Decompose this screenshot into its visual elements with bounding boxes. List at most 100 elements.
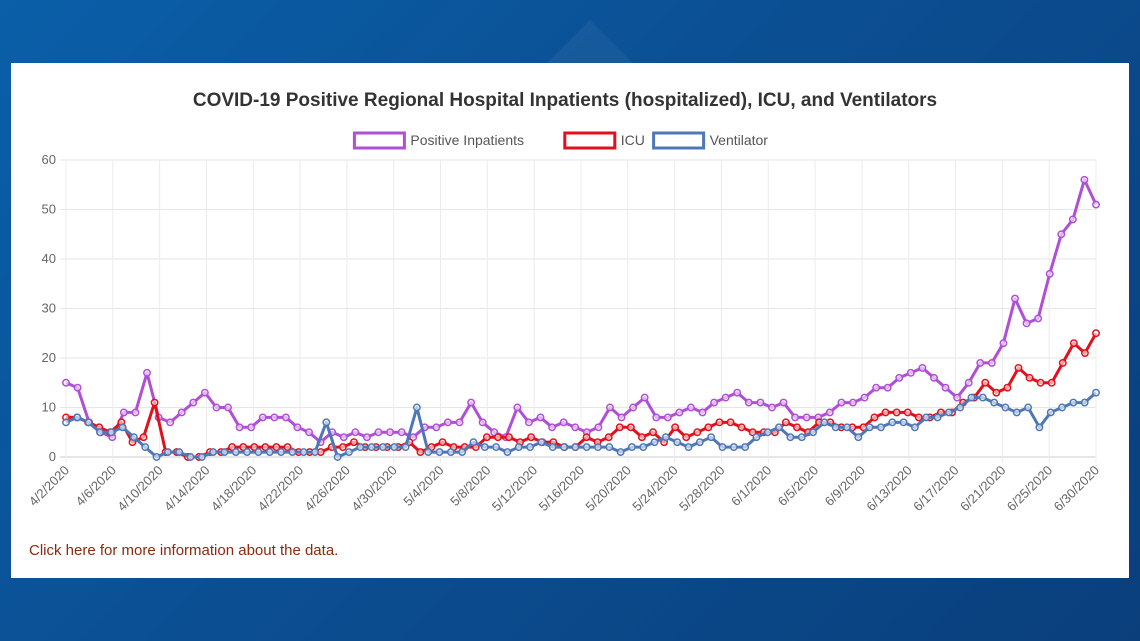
data-point <box>594 423 603 432</box>
data-point <box>367 443 376 452</box>
data-point <box>684 443 693 452</box>
x-tick-label: 6/25/2020 <box>1004 463 1056 515</box>
data-point <box>629 403 638 412</box>
data-point <box>197 453 206 461</box>
data-point <box>212 403 221 412</box>
data-point <box>831 423 840 432</box>
x-tick-label: 5/4/2020 <box>400 463 446 509</box>
data-point <box>763 428 772 437</box>
data-point <box>536 413 545 422</box>
x-tick-label: 5/20/2020 <box>582 463 634 515</box>
y-tick-label: 10 <box>42 400 56 415</box>
data-point <box>493 433 502 442</box>
data-point <box>416 448 425 456</box>
data-point <box>715 418 724 427</box>
data-point <box>152 453 161 461</box>
data-point <box>698 408 707 417</box>
data-point <box>605 443 614 452</box>
data-point <box>438 438 447 447</box>
data-point <box>401 443 410 452</box>
data-point <box>1092 388 1100 397</box>
data-point <box>386 428 394 437</box>
data-point <box>860 393 869 402</box>
data-point <box>338 443 347 452</box>
data-point <box>220 448 229 456</box>
data-point <box>872 383 881 392</box>
data-point <box>177 408 186 417</box>
data-point <box>186 453 195 461</box>
legend-item-positive-inpatients: Positive Inpatients <box>352 131 524 150</box>
data-point <box>1092 329 1100 338</box>
data-point <box>261 443 270 452</box>
series-positive-inpatients <box>62 175 1100 447</box>
x-tick-label: 6/9/2020 <box>822 463 868 509</box>
data-point <box>640 393 649 402</box>
x-tick-label: 4/22/2020 <box>255 463 307 515</box>
data-point <box>322 418 331 427</box>
data-point <box>200 388 209 397</box>
x-tick-label: 4/26/2020 <box>302 463 354 515</box>
data-point <box>118 423 127 432</box>
data-point <box>107 428 116 437</box>
data-point <box>1036 378 1045 387</box>
data-point <box>247 423 256 432</box>
data-point <box>718 443 727 452</box>
series-ventilator <box>62 388 1100 461</box>
data-point <box>62 378 70 387</box>
data-point <box>797 433 806 442</box>
data-point <box>311 448 319 456</box>
data-point <box>1022 319 1031 328</box>
data-point <box>854 433 863 442</box>
data-point <box>490 428 499 437</box>
data-point <box>870 413 879 422</box>
data-point <box>333 453 342 461</box>
more-info-link[interactable]: Click here for more information about th… <box>29 542 339 559</box>
legend-label: Positive Inpatients <box>410 132 524 148</box>
data-point <box>1001 403 1010 412</box>
data-point <box>356 443 365 452</box>
data-point <box>1069 339 1078 348</box>
data-point <box>478 418 487 427</box>
data-point <box>175 448 184 456</box>
data-point <box>84 418 93 427</box>
series-layer <box>62 175 1100 461</box>
data-point <box>527 433 536 442</box>
data-point <box>443 418 452 427</box>
data-point <box>250 443 259 452</box>
data-point <box>682 433 691 442</box>
data-point <box>726 418 735 427</box>
data-point <box>582 433 591 442</box>
legend-item-icu: ICU <box>563 131 645 150</box>
data-point <box>571 423 580 432</box>
data-point <box>293 423 302 432</box>
data-point <box>1057 230 1066 239</box>
data-point <box>639 443 648 452</box>
data-point <box>888 418 897 427</box>
y-tick-label: 0 <box>49 449 56 464</box>
data-point <box>272 443 281 452</box>
data-point <box>941 383 950 392</box>
x-axis: 4/2/2020 4/6/20204/10/20204/14/20204/18/2… <box>26 463 1102 515</box>
data-point <box>559 418 568 427</box>
x-tick-label: 6/5/2020 <box>775 463 821 509</box>
x-tick-label: 6/13/2020 <box>863 463 915 515</box>
data-point <box>432 423 441 432</box>
data-point <box>537 438 546 447</box>
data-point <box>981 378 990 387</box>
data-point <box>1003 383 1012 392</box>
x-tick-label: 4/10/2020 <box>114 463 166 515</box>
data-point <box>139 433 148 442</box>
data-point <box>802 413 811 422</box>
data-point <box>843 423 851 432</box>
data-point <box>143 368 151 377</box>
data-point <box>793 423 801 432</box>
data-point <box>243 448 252 456</box>
data-point <box>277 448 286 456</box>
data-point <box>626 423 635 432</box>
data-point <box>224 403 232 412</box>
data-point <box>786 433 795 442</box>
x-tick-label: 5/28/2020 <box>676 463 728 515</box>
data-point <box>288 448 297 456</box>
data-point <box>412 403 421 412</box>
y-tick-label: 60 <box>42 152 56 167</box>
